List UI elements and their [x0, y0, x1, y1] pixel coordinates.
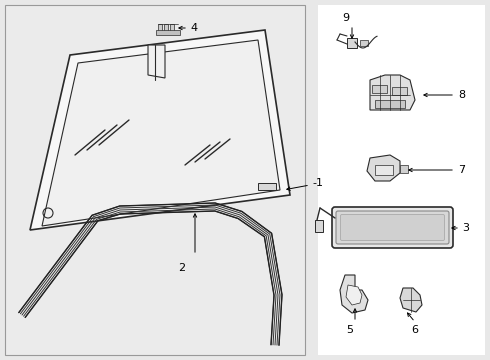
Bar: [372, 85, 387, 93]
Bar: [156, 30, 180, 35]
Bar: [258, 183, 276, 190]
Bar: [158, 24, 162, 32]
Text: 7: 7: [458, 165, 465, 175]
Text: 8: 8: [458, 90, 465, 100]
Text: 3: 3: [462, 223, 469, 233]
Bar: [360, 40, 368, 46]
Text: -1: -1: [312, 178, 323, 188]
Polygon shape: [340, 275, 368, 313]
Bar: [5, 5, 305, 355]
Polygon shape: [30, 30, 290, 230]
Bar: [347, 38, 357, 48]
Bar: [375, 165, 393, 175]
Polygon shape: [42, 40, 280, 226]
FancyBboxPatch shape: [332, 207, 453, 248]
Polygon shape: [370, 75, 415, 110]
Bar: [400, 165, 408, 173]
Bar: [315, 220, 323, 232]
FancyBboxPatch shape: [341, 215, 444, 240]
Polygon shape: [400, 288, 422, 312]
Text: 4: 4: [190, 23, 197, 33]
Bar: [375, 100, 405, 108]
Polygon shape: [148, 45, 165, 78]
Bar: [164, 24, 168, 32]
Text: 6: 6: [412, 325, 418, 335]
Bar: [170, 24, 174, 32]
Text: 5: 5: [346, 325, 353, 335]
Bar: [318, 5, 485, 355]
Bar: [392, 87, 407, 95]
FancyBboxPatch shape: [336, 211, 449, 244]
Text: 9: 9: [343, 13, 349, 23]
Polygon shape: [367, 155, 400, 181]
Polygon shape: [346, 285, 362, 305]
Text: 2: 2: [178, 263, 186, 273]
